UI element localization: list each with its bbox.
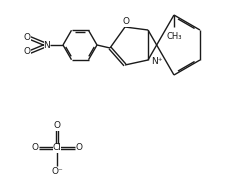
Text: N: N	[44, 41, 50, 50]
Text: O: O	[54, 122, 60, 130]
Text: O: O	[122, 17, 130, 27]
Text: O: O	[24, 33, 30, 43]
Text: O: O	[76, 143, 83, 153]
Text: O⁻: O⁻	[51, 167, 63, 175]
Text: CH₃: CH₃	[166, 32, 182, 41]
Text: N⁺: N⁺	[151, 58, 162, 66]
Text: Cl: Cl	[53, 143, 61, 153]
Text: O: O	[24, 48, 30, 56]
Text: O: O	[31, 143, 38, 153]
